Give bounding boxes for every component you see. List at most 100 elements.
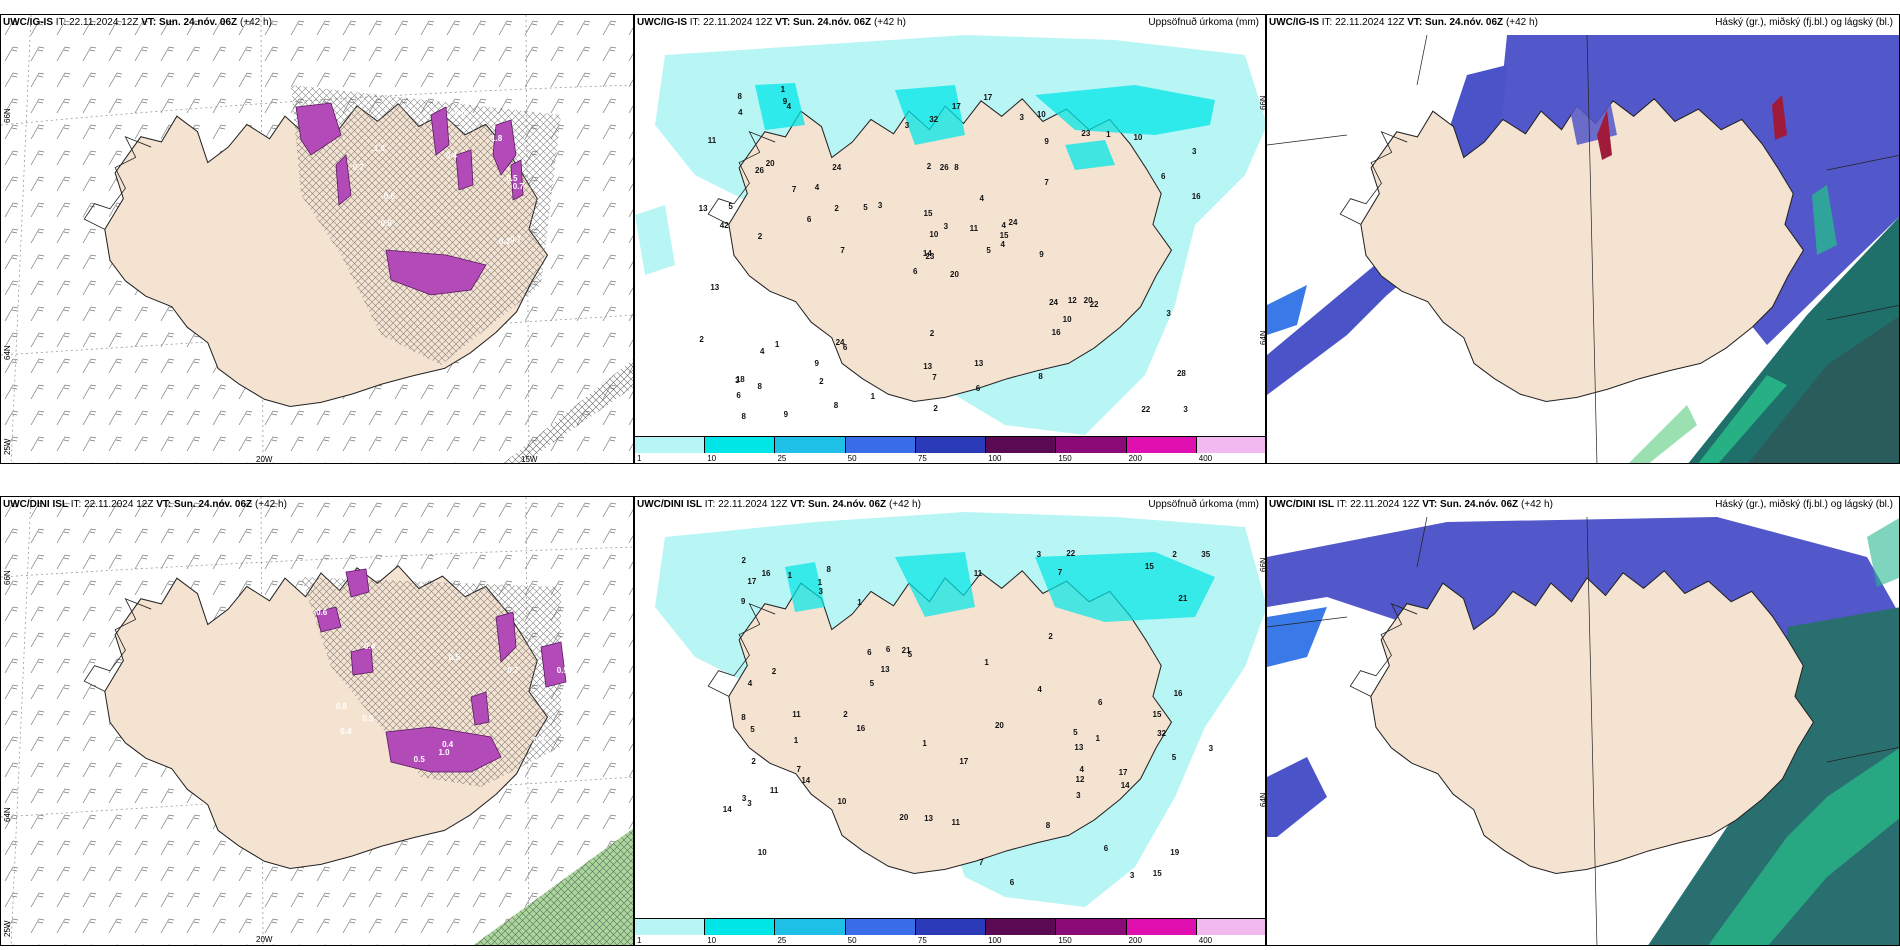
- colorbar-swatch: [915, 437, 987, 453]
- precip-value: 15: [1152, 868, 1162, 878]
- snow-value: 0.7: [512, 182, 524, 192]
- precip-value: 4: [786, 101, 792, 111]
- wind-snow-map: [1, 15, 633, 463]
- precip-value: 11: [792, 710, 801, 720]
- snow-value: 0.4: [364, 641, 376, 651]
- precip-value: 3: [1036, 550, 1042, 560]
- precip-value: 22: [1089, 300, 1099, 310]
- precip-value: 2: [819, 376, 824, 386]
- precip-value: 8: [1038, 371, 1043, 381]
- colorbar-tick: 150: [1058, 454, 1072, 463]
- precip-value: 2: [926, 161, 932, 171]
- precip-value: 16: [1191, 192, 1201, 202]
- precip-value: 1: [787, 571, 793, 581]
- precip-value: 9: [782, 97, 788, 107]
- precip-value: 10: [929, 229, 939, 239]
- precip-value: 9: [783, 410, 789, 420]
- colorbar-tick: 200: [1128, 454, 1142, 463]
- precip-value: 8: [741, 411, 746, 421]
- precip-value: 3: [1129, 871, 1135, 881]
- precip-value: 16: [1173, 688, 1183, 698]
- precip-value: 13: [880, 665, 890, 675]
- precip-value: 10: [837, 797, 847, 807]
- colorbar-swatch: [1056, 919, 1127, 935]
- colorbar-swatch: [1126, 919, 1197, 935]
- precip-value: 20: [1083, 296, 1093, 306]
- precip-value: 6: [1161, 172, 1166, 182]
- colorbar-swatch: [986, 919, 1057, 935]
- colorbar-swatch: [1196, 919, 1265, 935]
- precip-value: 32: [929, 114, 939, 124]
- precip-value: 2: [834, 203, 839, 213]
- precip-value: 35: [1201, 549, 1211, 559]
- colorbar-tick: 75: [917, 936, 927, 945]
- variable-label: Uppsöfnuð úrkoma (mm): [1148, 499, 1259, 510]
- precip-value: 2: [933, 404, 938, 414]
- precip-value: 3: [1076, 791, 1081, 801]
- map-panel-top-right: UWC/IG-IS IT: 22.11.2024 12Z VT: Sun. 24…: [1266, 14, 1900, 464]
- panel-title: UWC/DINI ISL IT: 22.11.2024 12Z VT: Sun.…: [3, 499, 287, 510]
- precip-value: 8: [826, 564, 831, 574]
- cloud-map: [1267, 497, 1899, 945]
- colorbar-tick: 400: [1198, 454, 1213, 463]
- precip-value: 2: [843, 710, 848, 720]
- precip-value: 7: [932, 372, 937, 382]
- panel-title: UWC/DINI ISL IT: 22.11.2024 12Z VT: Sun.…: [637, 499, 921, 510]
- precip-value: 9: [740, 596, 746, 606]
- lon-label-25: 25W: [3, 920, 12, 937]
- colorbar-tick: 10: [707, 936, 717, 945]
- precip-value: 8: [737, 91, 742, 101]
- precip-value: 1: [1106, 130, 1111, 140]
- precip-value: 11: [973, 569, 983, 579]
- variable-label: Uppsöfnuð úrkoma (mm): [1148, 17, 1259, 28]
- snow-value: 1.8: [491, 134, 503, 144]
- precip-value: 4: [1001, 220, 1006, 230]
- colorbar-swatch: [635, 437, 706, 453]
- precip-value: 10: [1062, 315, 1072, 325]
- colorbar-swatch: [635, 919, 706, 935]
- lat-label-66: 66N: [3, 108, 12, 123]
- panel-title: UWC/IG-IS IT: 22.11.2024 12Z VT: Sun. 24…: [3, 17, 272, 28]
- precip-value: 10: [757, 848, 767, 858]
- precip-value: 16: [761, 568, 771, 578]
- precip-value: 11: [969, 224, 979, 234]
- precip-value: 7: [979, 857, 984, 867]
- precip-value: 17: [747, 577, 757, 587]
- precip-map: [635, 497, 1265, 921]
- precip-value: 1: [774, 340, 780, 350]
- colorbar-swatch: [986, 437, 1057, 453]
- precip-value: 17: [983, 92, 993, 102]
- precip-value: 4: [747, 679, 753, 689]
- colorbar-swatch: [775, 919, 846, 935]
- colorbar-tick: 100: [988, 936, 1002, 945]
- variable-label: Háský (gr.), miðský (fj.bl.) og lágský (…: [1715, 17, 1893, 28]
- precip-value: 3: [747, 798, 752, 808]
- lon-label-15: 15W: [521, 455, 538, 464]
- snow-value: 0.6: [454, 108, 466, 118]
- precip-value: 10: [1036, 110, 1046, 120]
- precip-value: 5: [1171, 753, 1177, 763]
- colorbar-tick: 200: [1128, 936, 1142, 945]
- precip-value: 3: [904, 120, 910, 130]
- precip-value: 7: [1044, 177, 1049, 187]
- snow-value: 0.7: [510, 234, 522, 244]
- precip-value: 24: [1049, 298, 1058, 308]
- precip-value: 24: [835, 337, 845, 347]
- precip-value: 17: [959, 757, 969, 767]
- colorbar-tick: 1: [637, 936, 642, 945]
- snow-value: 1.0: [373, 144, 385, 154]
- precip-value: 1: [793, 736, 799, 746]
- precip-value: 6: [867, 647, 872, 657]
- snow-value: 0.5: [556, 666, 568, 676]
- precip-value: 2: [741, 556, 746, 566]
- colorbar-swatch: [1126, 437, 1197, 453]
- precip-value: 13: [698, 203, 708, 213]
- precip-value: 11: [707, 135, 717, 145]
- colorbar-tick: 1: [637, 454, 642, 463]
- lat-label-64: 64N: [3, 807, 12, 822]
- precip-value: 12: [1075, 775, 1085, 785]
- precip-value: 3: [943, 221, 949, 231]
- precip-value: 3: [877, 200, 883, 210]
- precip-value: 6: [736, 390, 741, 400]
- precip-value: 24: [832, 163, 842, 173]
